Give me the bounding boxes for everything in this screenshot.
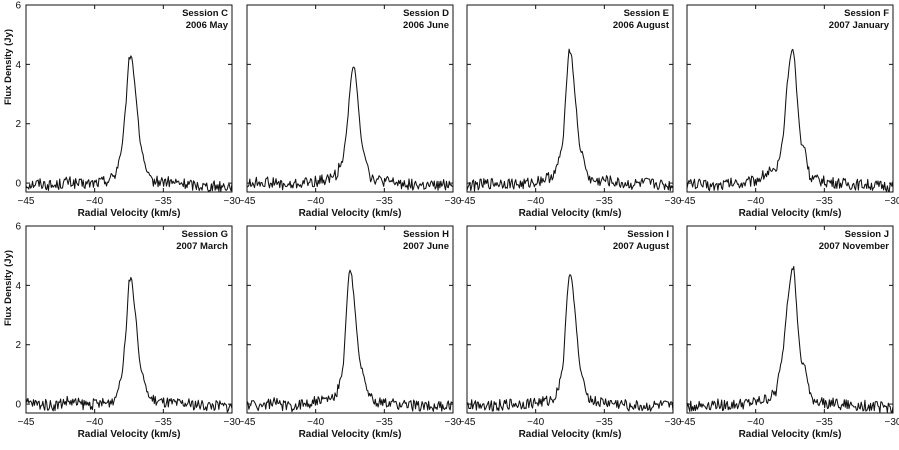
x-tick-label: −40	[307, 196, 324, 207]
x-axis-label: Radial Velocity (km/s)	[78, 208, 181, 219]
spectrum-line	[26, 56, 232, 192]
date-label: 2007 November	[819, 241, 890, 252]
x-tick-label: −45	[239, 417, 256, 428]
plot-frame	[26, 5, 232, 192]
x-tick-label: −35	[376, 417, 393, 428]
y-tick-label: 2	[15, 119, 21, 130]
x-axis-label: Radial Velocity (km/s)	[739, 429, 842, 440]
date-label: 2007 January	[829, 20, 890, 31]
plot-frame	[247, 5, 453, 192]
y-tick-label: 0	[15, 179, 21, 190]
spectrum-line	[467, 275, 673, 412]
x-tick-label: −40	[307, 417, 324, 428]
y-tick-label: 2	[15, 340, 21, 351]
spectrum-line	[687, 49, 893, 191]
x-tick-label: −35	[376, 196, 393, 207]
date-label: 2007 June	[403, 241, 449, 252]
y-tick-label: 0	[15, 400, 21, 411]
x-tick-label: −45	[679, 417, 696, 428]
x-axis-label: Radial Velocity (km/s)	[519, 208, 622, 219]
x-tick-label: −45	[679, 196, 696, 207]
spectrum-line	[687, 266, 893, 412]
y-tick-label: 6	[15, 222, 21, 233]
session-label: Session E	[624, 8, 669, 19]
spectrum-line	[467, 49, 673, 191]
x-tick-label: −45	[18, 196, 35, 207]
plot-frame	[467, 5, 673, 192]
spectrum-line	[26, 277, 232, 412]
date-label: 2006 August	[613, 20, 670, 31]
panel-4: −45 −40 −35 −30 Radial Velocity (km/s) Sessio…	[679, 5, 899, 219]
session-label: Session I	[627, 229, 669, 240]
plot-frame	[26, 226, 232, 413]
y-tick-label: 4	[15, 281, 21, 292]
date-label: 2007 March	[176, 241, 228, 252]
x-axis-label: Radial Velocity (km/s)	[739, 208, 842, 219]
y-tick-label: 4	[15, 60, 21, 71]
x-tick-label: −40	[747, 196, 764, 207]
x-tick-label: −40	[86, 417, 103, 428]
x-tick-label: −45	[459, 196, 476, 207]
x-tick-label: −45	[18, 417, 35, 428]
plot-frame	[687, 226, 893, 413]
x-tick-label: −35	[155, 196, 172, 207]
x-tick-label: −40	[527, 417, 544, 428]
x-axis-label: Radial Velocity (km/s)	[299, 208, 402, 219]
x-tick-label: −35	[816, 196, 833, 207]
x-axis-label: Radial Velocity (km/s)	[299, 429, 402, 440]
date-label: 2006 May	[186, 20, 229, 31]
x-tick-label: −30	[885, 196, 899, 207]
plot-frame	[687, 5, 893, 192]
x-tick-label: −35	[596, 196, 613, 207]
y-axis-label: Flux Density (Jy)	[3, 29, 14, 105]
x-tick-label: −35	[816, 417, 833, 428]
plot-frame	[467, 226, 673, 413]
date-label: 2006 June	[403, 20, 449, 31]
x-tick-label: −40	[527, 196, 544, 207]
session-label: Session H	[403, 229, 449, 240]
x-tick-label: −35	[596, 417, 613, 428]
spectrum-line	[247, 270, 453, 411]
session-label: Session G	[182, 229, 228, 240]
date-label: 2007 August	[613, 241, 670, 252]
x-tick-label: −30	[885, 417, 899, 428]
x-tick-label: −45	[459, 417, 476, 428]
x-tick-label: −40	[747, 417, 764, 428]
x-axis-label: Radial Velocity (km/s)	[519, 429, 622, 440]
x-tick-label: −35	[155, 417, 172, 428]
session-label: Session F	[844, 8, 889, 19]
x-axis-label: Radial Velocity (km/s)	[78, 429, 181, 440]
session-label: Session D	[403, 8, 449, 19]
session-label: Session C	[182, 8, 228, 19]
y-axis-label: Flux Density (Jy)	[3, 250, 14, 326]
session-label: Session J	[845, 229, 889, 240]
plot-frame	[247, 226, 453, 413]
x-tick-label: −45	[239, 196, 256, 207]
y-tick-label: 6	[15, 1, 21, 12]
x-tick-label: −40	[86, 196, 103, 207]
panel-8: −45 −40 −35 −30 Radial Velocity (km/s) Sessio…	[679, 226, 899, 440]
spectrum-line	[247, 67, 453, 190]
